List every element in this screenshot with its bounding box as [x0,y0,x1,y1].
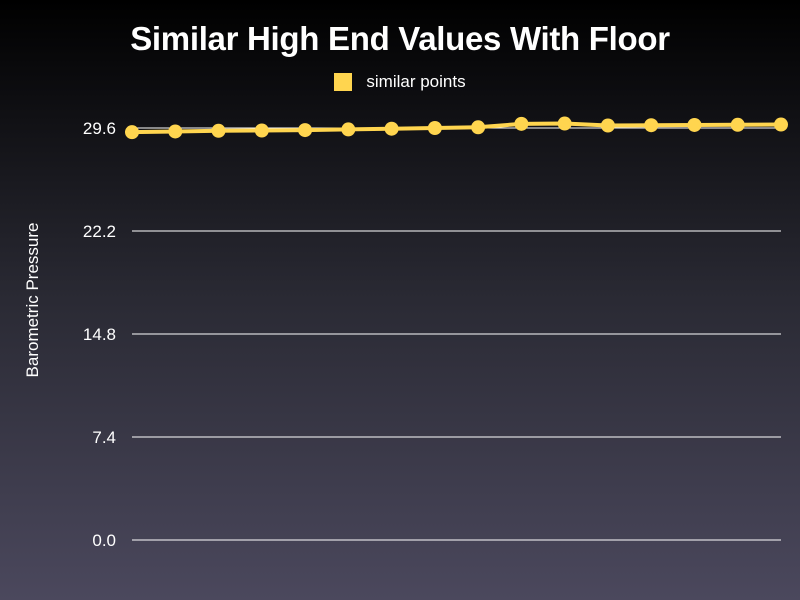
data-point[interactable] [254,123,269,138]
data-point[interactable] [384,121,399,136]
data-point[interactable] [514,116,529,131]
y-tick-label: 7.4 [92,428,116,447]
data-point[interactable] [341,122,356,137]
data-point[interactable] [427,121,442,135]
legend-swatch[interactable] [334,73,353,91]
data-point[interactable] [211,123,226,138]
chart-title: Similar High End Values With Floor [130,20,670,57]
data-point[interactable] [125,125,139,140]
data-point[interactable] [687,117,702,132]
series-layer [125,116,788,140]
y-tick-label: 14.8 [83,325,116,344]
legend[interactable]: similar points [0,72,800,92]
data-point[interactable] [298,123,313,138]
data-point[interactable] [644,118,659,133]
data-point[interactable] [774,117,788,132]
data-point[interactable] [168,124,183,139]
y-tick-label: 29.6 [83,119,116,138]
data-point[interactable] [600,118,615,133]
y-tick-labels: 0.0 7.4 14.8 22.2 29.6 [83,119,116,550]
grid-layer [132,127,781,541]
legend-label[interactable]: similar points [366,72,466,91]
data-point[interactable] [471,120,486,135]
data-point[interactable] [557,116,572,131]
y-tick-label: 22.2 [83,222,116,241]
series-line [131,121,782,135]
y-tick-label: 0.0 [92,531,116,550]
data-point[interactable] [730,117,745,132]
